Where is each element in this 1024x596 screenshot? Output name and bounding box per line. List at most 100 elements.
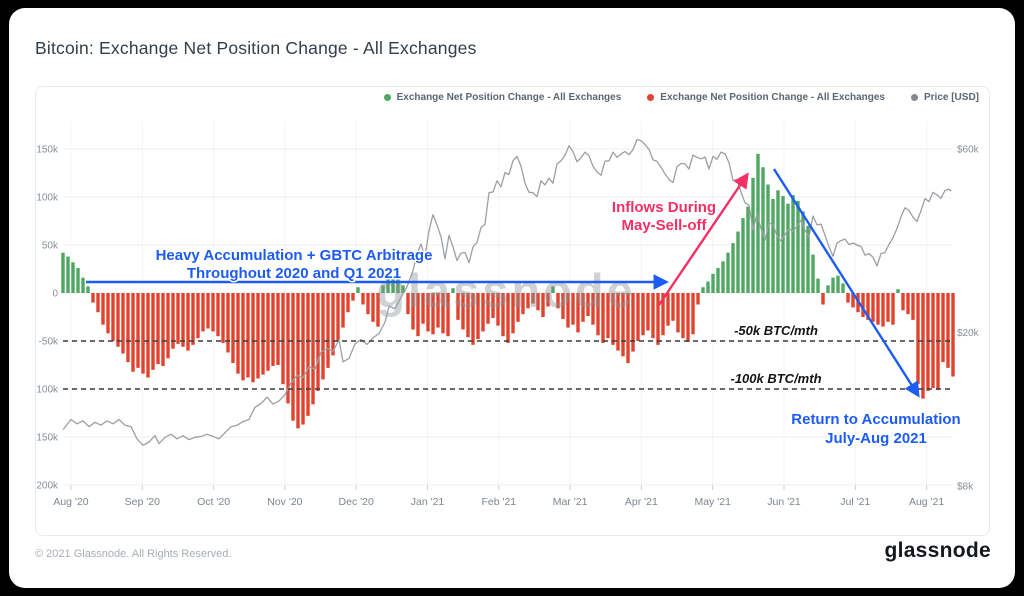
- bar[interactable]: [356, 287, 360, 293]
- bar[interactable]: [651, 293, 655, 339]
- bar[interactable]: [756, 153, 760, 293]
- legend-item-0[interactable]: Exchange Net Position Change - All Excha…: [383, 92, 621, 103]
- bar[interactable]: [881, 293, 885, 327]
- bar[interactable]: [306, 293, 310, 416]
- bar[interactable]: [161, 293, 165, 366]
- bar[interactable]: [751, 177, 755, 293]
- bar[interactable]: [871, 293, 875, 322]
- bar[interactable]: [506, 293, 510, 343]
- bar[interactable]: [686, 293, 690, 342]
- bar[interactable]: [886, 293, 890, 322]
- bar[interactable]: [671, 293, 675, 321]
- bar[interactable]: [336, 293, 340, 341]
- bar[interactable]: [916, 293, 920, 385]
- bar[interactable]: [656, 293, 660, 345]
- bar[interactable]: [446, 293, 450, 337]
- bar[interactable]: [876, 293, 880, 325]
- bar[interactable]: [746, 206, 750, 293]
- bar[interactable]: [481, 293, 485, 332]
- bar[interactable]: [831, 277, 835, 293]
- bar[interactable]: [406, 293, 410, 315]
- bar[interactable]: [311, 293, 315, 405]
- bar[interactable]: [316, 293, 320, 391]
- bar[interactable]: [861, 293, 865, 317]
- bar[interactable]: [61, 252, 65, 293]
- bar[interactable]: [541, 293, 545, 317]
- bar[interactable]: [501, 293, 505, 337]
- bar[interactable]: [771, 198, 775, 293]
- bar[interactable]: [951, 293, 955, 377]
- bar[interactable]: [96, 293, 100, 313]
- bar[interactable]: [266, 293, 270, 371]
- bar[interactable]: [641, 293, 645, 336]
- bar[interactable]: [911, 293, 915, 320]
- bar[interactable]: [81, 277, 85, 293]
- bar[interactable]: [91, 293, 95, 303]
- bar[interactable]: [891, 293, 895, 325]
- bar[interactable]: [286, 293, 290, 404]
- bar[interactable]: [281, 293, 285, 385]
- bar[interactable]: [411, 293, 415, 330]
- bar[interactable]: [491, 293, 495, 318]
- bar[interactable]: [536, 293, 540, 311]
- bar[interactable]: [776, 190, 780, 293]
- bar[interactable]: [711, 273, 715, 293]
- bar[interactable]: [851, 293, 855, 308]
- bar[interactable]: [206, 293, 210, 329]
- bar[interactable]: [436, 293, 440, 328]
- bar[interactable]: [826, 285, 830, 293]
- bar[interactable]: [646, 293, 650, 331]
- bar[interactable]: [296, 293, 300, 429]
- bar[interactable]: [611, 293, 615, 345]
- bar[interactable]: [401, 285, 405, 293]
- bar[interactable]: [431, 293, 435, 335]
- bar[interactable]: [901, 293, 905, 311]
- bar[interactable]: [421, 293, 425, 324]
- bar[interactable]: [806, 225, 810, 293]
- bar[interactable]: [86, 286, 90, 293]
- bar[interactable]: [171, 293, 175, 349]
- bar[interactable]: [101, 293, 105, 325]
- bar[interactable]: [121, 293, 125, 354]
- bar[interactable]: [721, 261, 725, 293]
- bar[interactable]: [896, 289, 900, 293]
- bar[interactable]: [606, 293, 610, 339]
- bar[interactable]: [486, 293, 490, 324]
- bar[interactable]: [256, 293, 260, 379]
- bar[interactable]: [766, 184, 770, 293]
- bar[interactable]: [801, 211, 805, 293]
- bar[interactable]: [136, 293, 140, 368]
- bar[interactable]: [591, 293, 595, 325]
- bar[interactable]: [166, 293, 170, 359]
- bar[interactable]: [416, 293, 420, 337]
- bar[interactable]: [926, 293, 930, 391]
- bar[interactable]: [351, 293, 355, 301]
- bar[interactable]: [626, 293, 630, 364]
- bar[interactable]: [741, 218, 745, 293]
- bar[interactable]: [526, 293, 530, 309]
- bar[interactable]: [601, 293, 605, 343]
- bar[interactable]: [71, 262, 75, 293]
- bar[interactable]: [726, 252, 730, 293]
- bar[interactable]: [376, 293, 380, 327]
- bar[interactable]: [366, 293, 370, 315]
- bar[interactable]: [596, 293, 600, 336]
- bar[interactable]: [796, 200, 800, 293]
- bar[interactable]: [471, 293, 475, 345]
- legend-item-2[interactable]: Price [USD]: [910, 92, 979, 103]
- bar[interactable]: [586, 293, 590, 317]
- bar[interactable]: [261, 293, 265, 375]
- bar[interactable]: [116, 293, 120, 347]
- bar[interactable]: [196, 293, 200, 339]
- bar[interactable]: [841, 283, 845, 293]
- bar[interactable]: [616, 293, 620, 351]
- bar[interactable]: [111, 293, 115, 341]
- bar[interactable]: [146, 293, 150, 378]
- bar[interactable]: [346, 293, 350, 313]
- bar[interactable]: [731, 243, 735, 293]
- bar[interactable]: [181, 293, 185, 347]
- bar[interactable]: [681, 293, 685, 339]
- bar[interactable]: [906, 293, 910, 315]
- bar[interactable]: [476, 293, 480, 340]
- bar[interactable]: [451, 288, 455, 293]
